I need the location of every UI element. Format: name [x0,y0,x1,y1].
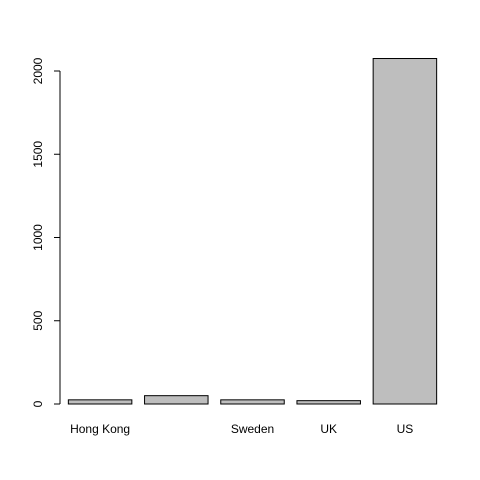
bar-series [67,58,438,405]
y-tick-label: 500 [31,310,45,330]
y-tick-label: 1000 [31,224,45,251]
x-category-label: US [397,422,414,436]
y-axis: 0 500 1000 1500 2000 [31,57,61,407]
bar [296,400,361,405]
x-category-label: Hong Kong [70,422,130,436]
bar [144,395,209,405]
bar [220,399,285,405]
x-axis-labels: Hong Kong Sweden UK US [70,422,413,436]
y-tick-label: 1500 [31,141,45,168]
y-tick-label: 2000 [31,57,45,84]
x-category-label: UK [320,422,337,436]
x-category-label: Sweden [231,422,274,436]
bar [67,399,133,405]
y-tick-label: 0 [31,400,45,407]
bar [372,58,438,405]
